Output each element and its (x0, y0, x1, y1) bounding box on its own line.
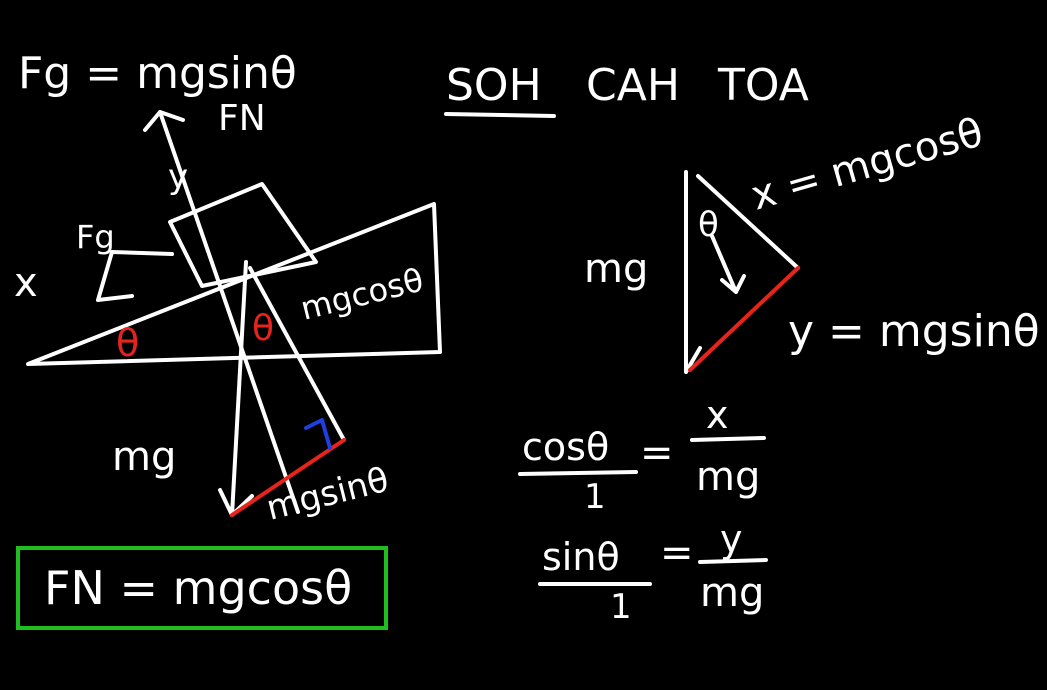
mgcos-label: mgcosθ (297, 261, 427, 328)
incline-diagram (26, 110, 442, 517)
y-equation: y = mgsinθ (788, 306, 1040, 357)
sin-rhs-denominator: mg (700, 570, 764, 616)
sin-numerator: sinθ (542, 535, 620, 579)
mg-label: mg (112, 434, 176, 480)
cos-numerator: cosθ (522, 425, 609, 469)
component-triangle (684, 170, 800, 374)
answer-text: FN = mgcosθ (44, 561, 352, 615)
sin-rhs-fraction-bar (698, 558, 768, 564)
answer-box-border (16, 546, 388, 630)
angle-arrow (710, 234, 746, 294)
mgsin-component (230, 438, 346, 517)
fn-label: FN (218, 98, 266, 139)
soh-underline (444, 112, 556, 118)
x-axis-label: x (14, 260, 38, 306)
mgcos-leg (248, 266, 346, 442)
cos-equals: = (640, 430, 674, 476)
cos-fraction-bar (518, 470, 638, 476)
mgsin-side (688, 266, 800, 372)
fg-label: Fg (76, 218, 115, 256)
cos-rhs-numerator: x (706, 393, 729, 437)
triangle-angle: θ (698, 205, 719, 245)
fg-equation: Fg = mgsinθ (18, 48, 297, 99)
block (168, 182, 318, 288)
cos-denominator: 1 (584, 477, 606, 517)
cos-rhs-fraction-bar (690, 436, 766, 442)
mnemonic-toa: TOA (717, 60, 809, 111)
mnemonic: SOH CAH TOA (444, 60, 809, 118)
incline-triangle (26, 202, 442, 366)
sin-equals: = (660, 530, 694, 576)
component-triangle-outline (684, 170, 800, 374)
normal-force-arrow (143, 110, 300, 514)
cos-rhs-denominator: mg (696, 454, 760, 500)
mnemonic-soh: SOH (446, 60, 542, 111)
triangle-mg-label: mg (584, 246, 648, 292)
inner-angle: θ (252, 308, 274, 349)
answer-box: FN = mgcosθ (16, 546, 388, 630)
x-equation: x = mgcosθ (746, 110, 988, 220)
incline-angle: θ (116, 321, 139, 365)
mnemonic-cah: CAH (586, 60, 680, 111)
x-axis-arrow (96, 250, 174, 302)
sin-rhs-numerator: y (720, 517, 743, 561)
sin-ratio: sinθ 1 = y mg (538, 517, 768, 627)
sin-denominator: 1 (610, 587, 632, 627)
right-angle-marker (304, 418, 332, 450)
y-axis-label: y (168, 157, 188, 197)
cos-ratio: cosθ 1 = x mg (518, 393, 766, 517)
